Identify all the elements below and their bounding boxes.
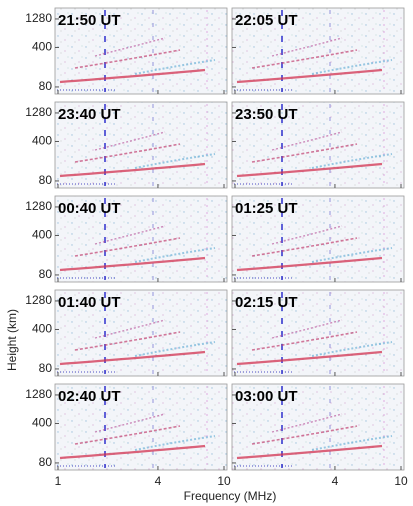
y-tick-label: 80 (39, 361, 53, 375)
y-tick-label: 1280 (25, 293, 52, 307)
panel-title: 01:25 UT (235, 200, 298, 217)
panel-title: 01:40 UT (58, 294, 121, 311)
panel: 01:25 UT (231, 195, 405, 283)
panel: 21:50 UT 80 400 1280 (25, 7, 228, 95)
y-tick-label: 400 (32, 134, 52, 148)
y-tick-label: 400 (32, 322, 52, 336)
panel: 02:40 UT 80 400 1280 1 4 10 (25, 383, 231, 488)
y-tick-label: 400 (32, 416, 52, 430)
y-tick-label: 1280 (25, 105, 52, 119)
y-tick-label: 80 (39, 267, 53, 281)
panel: 03:00 UT 4 10 (231, 383, 408, 488)
panel-title: 02:15 UT (235, 294, 298, 311)
y-tick-label: 1280 (25, 11, 52, 25)
y-tick-label: 80 (39, 79, 53, 93)
x-axis-label: Frequency (MHz) (184, 489, 277, 503)
panel-title: 21:50 UT (58, 12, 121, 29)
panel: 01:40 UT 80 400 1280 (25, 289, 228, 377)
panel-title: 02:40 UT (58, 388, 121, 405)
y-axis-label: Height (km) (5, 309, 19, 371)
panel-title: 00:40 UT (58, 200, 121, 217)
x-tick-label: 1 (55, 474, 62, 488)
panel-title: 22:05 UT (235, 12, 298, 29)
y-tick-label: 1280 (25, 387, 52, 401)
panel: 23:50 UT (231, 101, 405, 189)
x-tick-label: 10 (394, 474, 408, 488)
x-tick-label: 4 (155, 474, 162, 488)
panel: 00:40 UT 80 400 1280 (25, 195, 228, 283)
y-tick-label: 80 (39, 173, 53, 187)
y-tick-label: 400 (32, 40, 52, 54)
panel: 22:05 UT (231, 7, 405, 95)
x-tick-label: 10 (217, 474, 231, 488)
panel-title: 23:40 UT (58, 106, 121, 123)
panel: 02:15 UT (231, 289, 405, 377)
x-tick-label: 4 (332, 474, 339, 488)
panel-title: 03:00 UT (235, 388, 298, 405)
y-tick-label: 80 (39, 455, 53, 469)
panel-title: 23:50 UT (235, 106, 298, 123)
y-tick-label: 1280 (25, 199, 52, 213)
y-tick-label: 400 (32, 228, 52, 242)
panel: 23:40 UT 80 400 1280 (25, 101, 228, 189)
